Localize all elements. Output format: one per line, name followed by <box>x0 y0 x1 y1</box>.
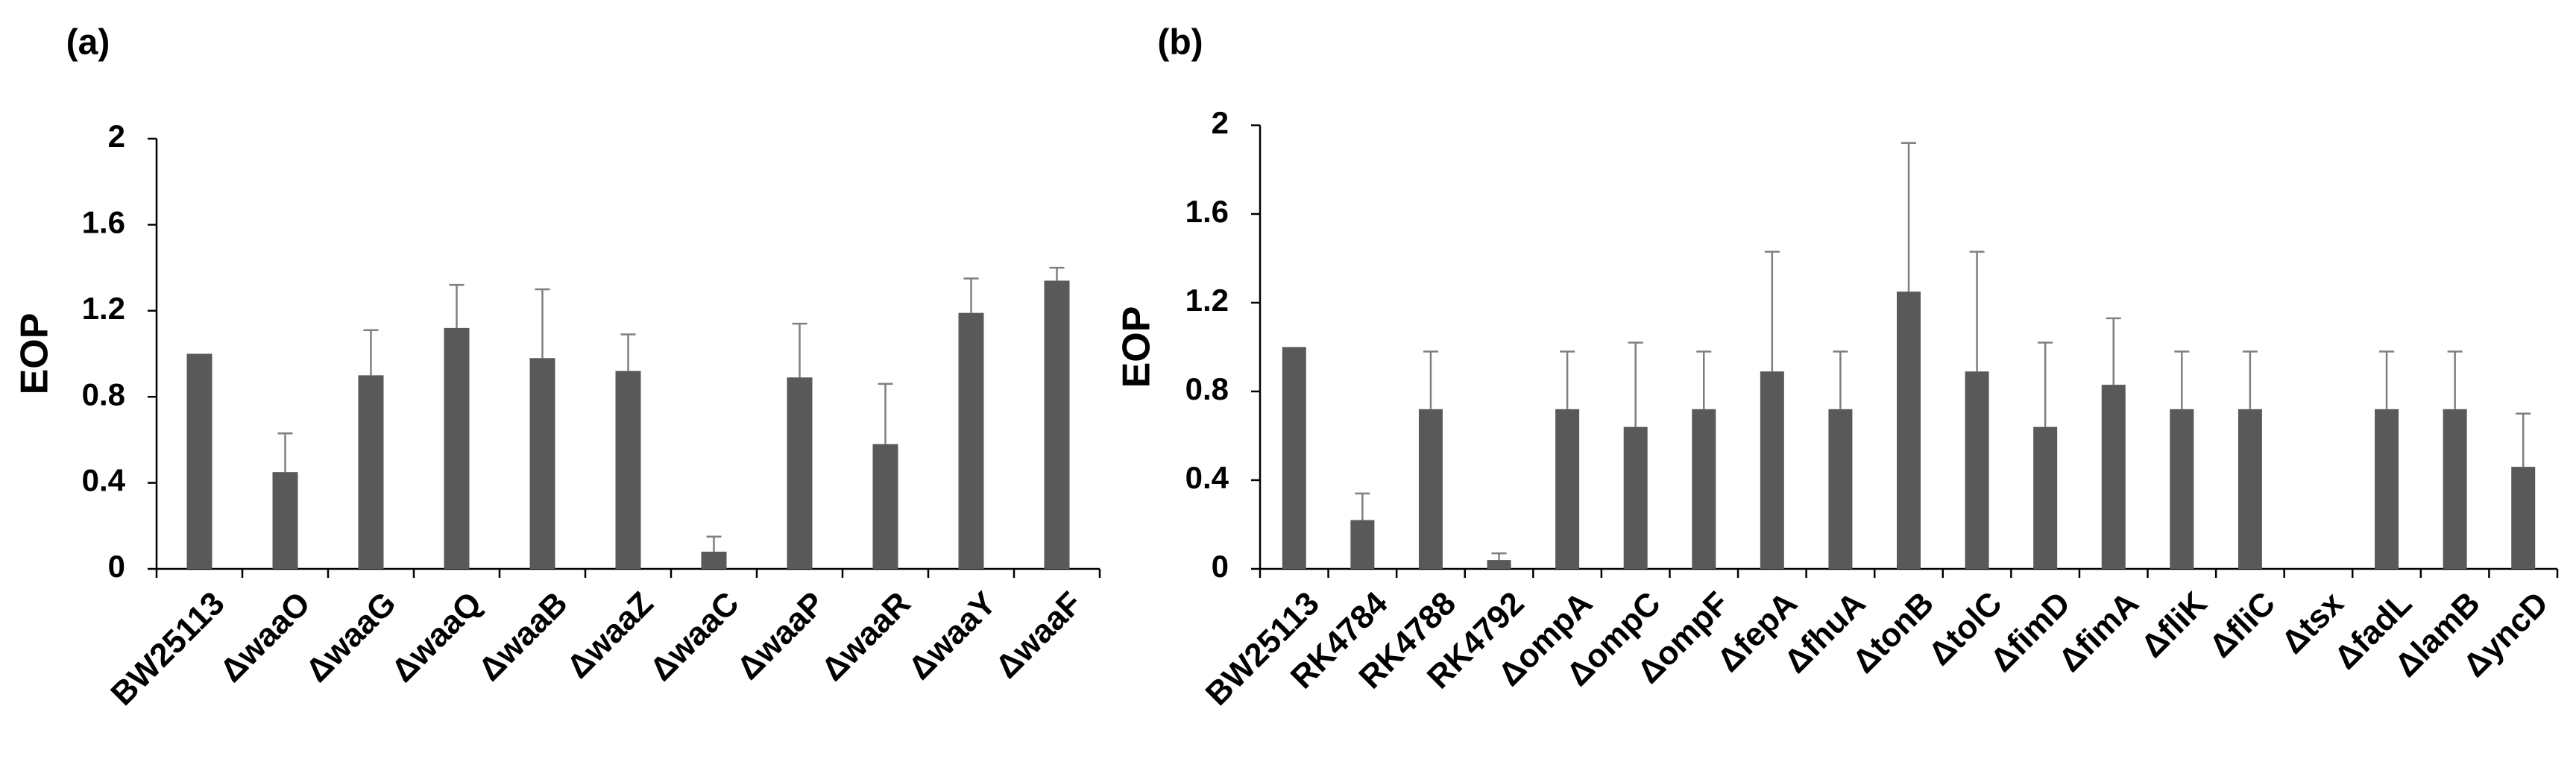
bar <box>186 353 212 569</box>
panel-b: (b)EOP00.40.81.21.62BW25113RK4784RK4788R… <box>1115 23 2559 713</box>
panel-a: (a)EOP00.40.81.21.62BW25113ΔwaaOΔwaaGΔwa… <box>13 23 1101 713</box>
x-tick-label: ΔwaaR <box>814 585 917 687</box>
bar <box>1897 292 1921 569</box>
bar <box>2238 409 2262 569</box>
y-tick-label: 2 <box>108 119 125 154</box>
bar <box>2033 426 2058 569</box>
x-tick-label: ΔwaaC <box>643 585 746 687</box>
x-tick-label: ΔwaaY <box>901 585 1004 687</box>
y-tick-label: 0.4 <box>1185 460 1229 495</box>
bar <box>272 472 298 569</box>
y-tick-label: 0 <box>108 549 125 584</box>
x-tick-label: ΔwaaO <box>213 585 318 689</box>
bar <box>1692 409 1716 569</box>
x-tick-label: ΔfliC <box>2202 585 2282 664</box>
bar <box>787 377 813 569</box>
panel-label: (a) <box>66 23 110 63</box>
x-tick-label: ΔwaaP <box>730 585 832 687</box>
y-tick-label: 0.8 <box>1185 371 1229 406</box>
bar <box>1418 409 1443 569</box>
bar <box>2375 409 2399 569</box>
x-tick-label: ΔwaaB <box>471 585 574 687</box>
bar <box>1965 371 1989 569</box>
y-tick-label: 2 <box>1212 105 1229 140</box>
y-tick-label: 1.6 <box>1185 194 1229 229</box>
x-tick-label: ΔwaaQ <box>385 585 489 689</box>
y-axis-label: EOP <box>13 313 57 395</box>
bar <box>1760 371 1784 569</box>
y-tick-label: 0.8 <box>82 377 125 412</box>
y-axis-label: EOP <box>1115 306 1159 388</box>
x-tick-label: ΔwaaF <box>989 585 1089 685</box>
y-tick-label: 1.2 <box>1185 283 1229 318</box>
bar <box>958 312 984 569</box>
x-tick-label: ΔwaaZ <box>560 585 661 685</box>
bar <box>1828 409 1853 569</box>
bar <box>1044 280 1070 569</box>
bar <box>615 371 641 569</box>
panel-label: (b) <box>1157 23 1203 63</box>
bar <box>2101 385 2126 569</box>
bar <box>872 444 898 569</box>
bar <box>1350 520 1375 569</box>
bar <box>1487 560 1511 569</box>
y-tick-label: 0 <box>1212 549 1229 584</box>
bar <box>1282 347 1306 569</box>
bar <box>2170 409 2194 569</box>
bar <box>2511 467 2536 569</box>
x-tick-label: ΔfimA <box>2052 585 2146 678</box>
x-tick-label: BW25113 <box>104 585 231 712</box>
y-tick-label: 1.6 <box>82 204 125 239</box>
bar <box>2443 409 2467 569</box>
bar <box>444 327 470 569</box>
bar <box>1555 409 1580 569</box>
bar <box>358 375 384 569</box>
y-tick-label: 1.2 <box>82 291 125 326</box>
bar <box>1623 426 1648 569</box>
x-tick-label: ΔwaaG <box>299 585 403 689</box>
bar <box>529 358 555 569</box>
x-tick-label: ΔfliK <box>2134 585 2214 664</box>
bar <box>701 551 727 569</box>
y-tick-label: 0.4 <box>82 463 126 498</box>
